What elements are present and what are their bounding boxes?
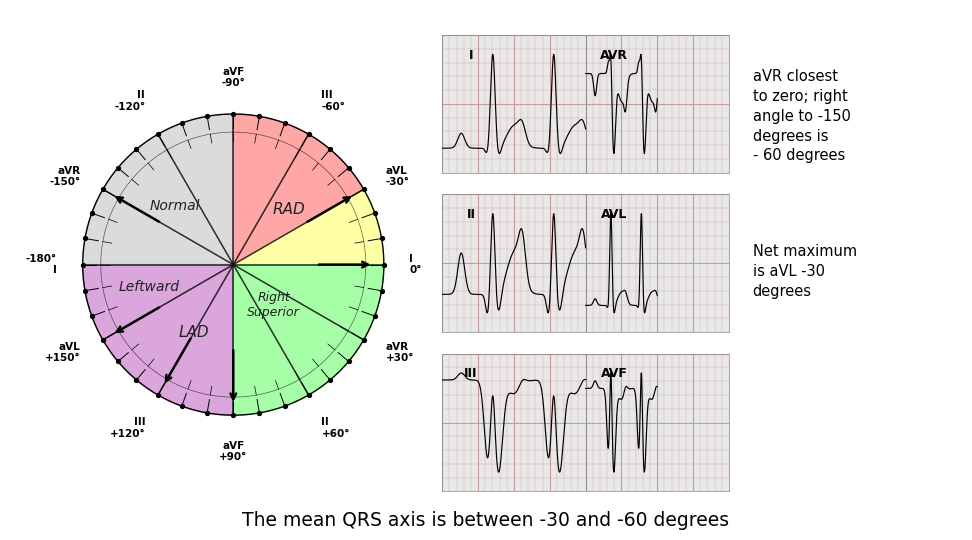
Text: III: III <box>465 367 477 381</box>
Text: III
-60°: III -60° <box>322 90 345 112</box>
Text: Normal: Normal <box>150 199 200 213</box>
Text: aVF
+90°: aVF +90° <box>219 441 248 462</box>
Text: Leftward: Leftward <box>119 280 180 294</box>
Polygon shape <box>233 190 384 265</box>
Text: AVR: AVR <box>601 49 628 62</box>
Text: aVR
-150°: aVR -150° <box>50 166 81 187</box>
Text: LAD: LAD <box>179 325 209 340</box>
Text: II
+60°: II +60° <box>322 417 350 439</box>
Text: RAD: RAD <box>272 202 305 217</box>
Text: The mean QRS axis is between -30 and -60 degrees: The mean QRS axis is between -30 and -60… <box>242 511 730 530</box>
Text: aVR
+30°: aVR +30° <box>386 342 414 363</box>
Text: aVL
+150°: aVL +150° <box>45 342 81 363</box>
Text: -180°
I: -180° I <box>26 254 57 275</box>
Text: Right
Superior: Right Superior <box>247 291 300 319</box>
Polygon shape <box>233 114 364 265</box>
Polygon shape <box>83 265 233 415</box>
Text: AVF: AVF <box>601 367 628 381</box>
Text: I
0°: I 0° <box>409 254 422 275</box>
Text: II: II <box>467 208 475 221</box>
Polygon shape <box>83 114 233 265</box>
Text: AVL: AVL <box>601 208 628 221</box>
Text: II
-120°: II -120° <box>114 90 145 112</box>
Text: aVF
-90°: aVF -90° <box>222 67 245 89</box>
Text: III
+120°: III +120° <box>110 417 145 439</box>
Text: I: I <box>469 49 473 62</box>
Text: aVL
-30°: aVL -30° <box>386 166 410 187</box>
Polygon shape <box>233 265 384 415</box>
Text: Net maximum
is aVL -30
degrees: Net maximum is aVL -30 degrees <box>752 244 857 299</box>
Text: aVR closest
to zero; right
angle to -150
degrees is
- 60 degrees: aVR closest to zero; right angle to -150… <box>752 69 850 163</box>
